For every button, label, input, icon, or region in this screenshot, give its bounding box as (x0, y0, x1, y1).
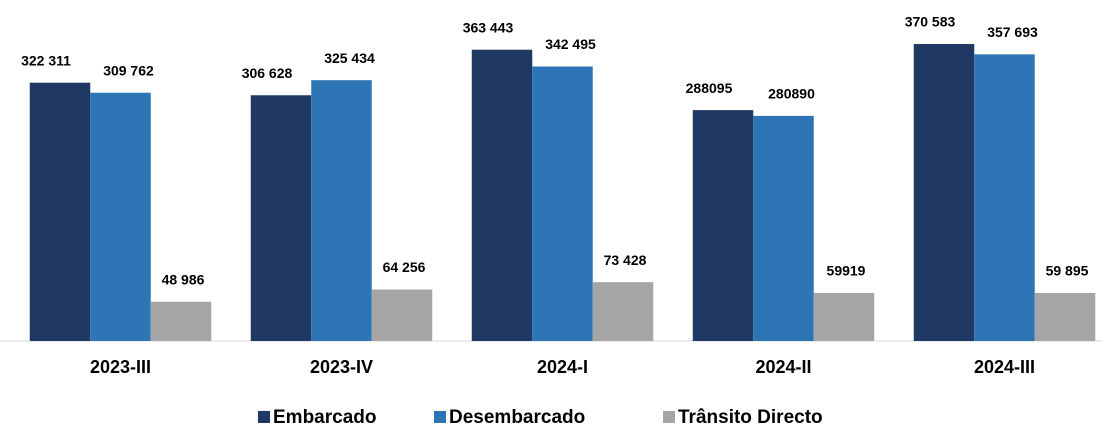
bar (150, 301, 212, 341)
legend-label: Embarcado (273, 407, 376, 428)
bar (692, 110, 754, 341)
data-label: 288095 (686, 80, 733, 96)
legend-label: Trânsito Directo (678, 407, 823, 428)
x-tick-label: 2023-III (90, 357, 151, 377)
x-tick-label: 2024-III (974, 357, 1035, 377)
data-label: 59919 (827, 263, 866, 279)
bar (471, 49, 533, 341)
data-label: 370 583 (905, 14, 956, 30)
data-label: 342 495 (545, 36, 596, 52)
data-label: 357 693 (987, 24, 1038, 40)
data-label: 363 443 (463, 19, 514, 35)
x-tick-label: 2023-IV (310, 357, 373, 377)
bar (311, 80, 372, 342)
bar (532, 66, 593, 342)
x-tick-label: 2024-II (755, 357, 811, 377)
bar (592, 282, 654, 341)
legend-swatch (258, 411, 270, 423)
bar (974, 54, 1035, 341)
bar (1034, 292, 1096, 341)
data-label: 73 428 (604, 252, 647, 268)
data-label: 48 986 (162, 271, 205, 287)
data-label: 309 762 (103, 62, 154, 78)
bar (753, 115, 814, 341)
legend-swatch (663, 411, 675, 423)
x-tick-label: 2024-I (537, 357, 588, 377)
bar (913, 44, 975, 341)
bar (90, 92, 151, 341)
data-label: 322 311 (21, 52, 71, 68)
data-label: 306 628 (242, 65, 293, 81)
bar (371, 289, 433, 341)
bar (250, 95, 312, 341)
legend-label: Desembarcado (449, 407, 585, 428)
data-label: 325 434 (324, 50, 375, 66)
bar (29, 82, 91, 341)
data-label: 64 256 (383, 259, 426, 275)
data-label: 280890 (768, 86, 815, 102)
data-label: 59 895 (1046, 263, 1089, 279)
legend-swatch (434, 411, 446, 423)
bar (813, 292, 875, 341)
